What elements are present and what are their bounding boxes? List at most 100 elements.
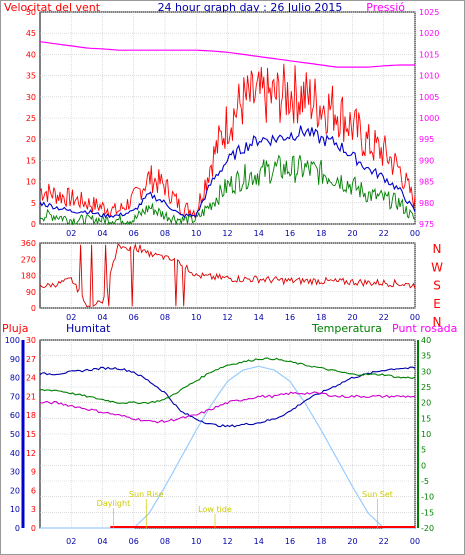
pressure-label: Pressió bbox=[366, 1, 405, 14]
wind-panel-x-tick-label: 18 bbox=[316, 229, 326, 238]
compass-label: N bbox=[433, 242, 442, 256]
wind-panel-x-tick-label: 16 bbox=[285, 229, 295, 238]
temperature-axis-tick-label: 35 bbox=[421, 352, 431, 361]
climate-panel-x-tick-label: 18 bbox=[316, 537, 326, 546]
direction-panel-x-tick-label: 22 bbox=[379, 313, 389, 322]
dewpoint-series bbox=[39, 391, 416, 424]
rain-axis-tick-label: 3 bbox=[31, 505, 36, 514]
wind-axis-tick-label: 20 bbox=[26, 135, 36, 144]
compass-label: E bbox=[433, 297, 441, 311]
direction-panel-x-tick-label: 04 bbox=[97, 313, 107, 322]
climate-panel-x-tick-label: 14 bbox=[254, 537, 264, 546]
humidity-axis-tick-label: 70 bbox=[10, 392, 20, 401]
annotation-label: Daylight bbox=[97, 499, 131, 508]
wind-panel-x-tick-label: 10 bbox=[191, 229, 201, 238]
pressure-axis-tick-label: 1025 bbox=[419, 8, 439, 17]
annotation-label: Low tide bbox=[198, 505, 232, 514]
pressure-axis-tick-label: 975 bbox=[419, 220, 434, 229]
pressure-axis-tick-label: 1020 bbox=[419, 29, 439, 38]
pressure-series bbox=[39, 41, 415, 68]
humidity-axis-tick-label: 50 bbox=[10, 430, 20, 439]
climate-panel-x-tick-label: 20 bbox=[347, 537, 357, 546]
climate-panel-x-tick-label: 16 bbox=[285, 537, 295, 546]
wind-axis-tick-label: 45 bbox=[26, 29, 36, 38]
wind-axis-tick-label: 25 bbox=[26, 114, 36, 123]
temperature-axis-tick-label: 40 bbox=[421, 336, 431, 345]
humidity-axis-tick-label: 100 bbox=[5, 336, 20, 345]
temperature-axis-tick-label: -10 bbox=[421, 493, 434, 502]
wind-axis-tick-label: 30 bbox=[26, 93, 36, 102]
direction-panel-x-tick-label: 10 bbox=[191, 313, 201, 322]
direction-panel-x-tick-label: 14 bbox=[254, 313, 264, 322]
direction-axis-tick-label: 360 bbox=[21, 239, 36, 248]
wind-axis-tick-label: 40 bbox=[26, 50, 36, 59]
temperature-axis-tick-label: 25 bbox=[421, 383, 431, 392]
wind-panel-x-tick-label: 06 bbox=[129, 229, 139, 238]
chart-title: 24 hour graph day : 26 Julio 2015 bbox=[158, 1, 343, 14]
wind-average-series bbox=[39, 125, 416, 219]
rain-axis-tick-label: 12 bbox=[26, 449, 36, 458]
temperature-axis-tick-label: -15 bbox=[421, 508, 434, 517]
humidity-axis-tick-label: 20 bbox=[10, 486, 20, 495]
wind-axis-tick-label: 50 bbox=[26, 8, 36, 17]
climate-panel-x-tick-label: 22 bbox=[379, 537, 389, 546]
temperature-axis-tick-label: -5 bbox=[421, 477, 429, 486]
pressure-axis-tick-label: 995 bbox=[419, 135, 434, 144]
temperature-legend-label: Temperatura bbox=[311, 322, 382, 335]
rain-axis-tick-label: 9 bbox=[31, 468, 36, 477]
annotation-label: Sun Set bbox=[362, 490, 393, 499]
direction-axis-tick-label: 180 bbox=[21, 272, 36, 281]
dewpoint-legend-label: Punt rosada bbox=[392, 322, 457, 335]
wind-speed-label: Velocitat del vent bbox=[4, 1, 101, 14]
compass-label: N bbox=[433, 315, 442, 329]
temperature-axis-tick-label: -20 bbox=[421, 524, 434, 533]
pressure-axis-tick-label: 980 bbox=[419, 199, 434, 208]
wind-panel-x-tick-label: 02 bbox=[66, 229, 76, 238]
direction-panel-x-tick-label: 18 bbox=[316, 313, 326, 322]
solar-radiation-series bbox=[40, 365, 415, 529]
wind-direction-series bbox=[39, 243, 416, 308]
climate-panel-x-tick-label: 12 bbox=[222, 537, 232, 546]
rain-axis-tick-label: 30 bbox=[26, 336, 36, 345]
direction-panel-x-tick-label: 00 bbox=[410, 313, 420, 322]
wind-axis-tick-label: 35 bbox=[26, 72, 36, 81]
rain-axis-tick-label: 18 bbox=[26, 411, 36, 420]
annotation-label: Sun Rise bbox=[129, 490, 164, 499]
rain-axis-tick-label: 21 bbox=[26, 392, 36, 401]
wind-panel-x-tick-label: 20 bbox=[347, 229, 357, 238]
humidity-axis-tick-label: 60 bbox=[10, 411, 20, 420]
humidity-series bbox=[39, 366, 416, 428]
wind-panel-x-tick-label: 12 bbox=[222, 229, 232, 238]
wind-panel-x-tick-label: 22 bbox=[379, 229, 389, 238]
temperature-series bbox=[39, 357, 416, 405]
direction-panel-x-tick-label: 16 bbox=[285, 313, 295, 322]
wind-panel-x-tick-label: 04 bbox=[97, 229, 107, 238]
rain-axis-tick-label: 0 bbox=[31, 524, 36, 533]
temperature-axis-tick-label: 10 bbox=[421, 430, 431, 439]
rain-legend-label: Pluja bbox=[2, 322, 28, 335]
compass-label: W bbox=[431, 260, 443, 274]
climate-panel-x-tick-label: 06 bbox=[129, 537, 139, 546]
rain-axis-tick-label: 27 bbox=[26, 355, 36, 364]
direction-axis-tick-label: 90 bbox=[26, 288, 36, 297]
direction-panel-x-tick-label: 12 bbox=[222, 313, 232, 322]
climate-panel-x-tick-label: 08 bbox=[160, 537, 170, 546]
pressure-axis-tick-label: 990 bbox=[419, 156, 434, 165]
direction-axis-tick-label: 0 bbox=[31, 304, 36, 313]
pressure-axis-tick-label: 1015 bbox=[419, 50, 439, 59]
direction-panel-x-tick-label: 06 bbox=[129, 313, 139, 322]
rain-axis-tick-label: 15 bbox=[26, 430, 36, 439]
humidity-axis-tick-label: 40 bbox=[10, 449, 20, 458]
temperature-axis-tick-label: 5 bbox=[421, 446, 426, 455]
climate-panel-x-tick-label: 10 bbox=[191, 537, 201, 546]
climate-panel-x-tick-label: 02 bbox=[66, 537, 76, 546]
rain-axis-tick-label: 6 bbox=[31, 486, 36, 495]
wind-panel-x-tick-label: 14 bbox=[254, 229, 264, 238]
direction-axis-tick-label: 270 bbox=[21, 255, 36, 264]
climate-panel-x-tick-label: 00 bbox=[410, 537, 420, 546]
climate-panel-x-tick-label: 04 bbox=[97, 537, 107, 546]
wind-axis-tick-label: 10 bbox=[26, 178, 36, 187]
rain-axis-tick-label: 24 bbox=[26, 374, 36, 383]
